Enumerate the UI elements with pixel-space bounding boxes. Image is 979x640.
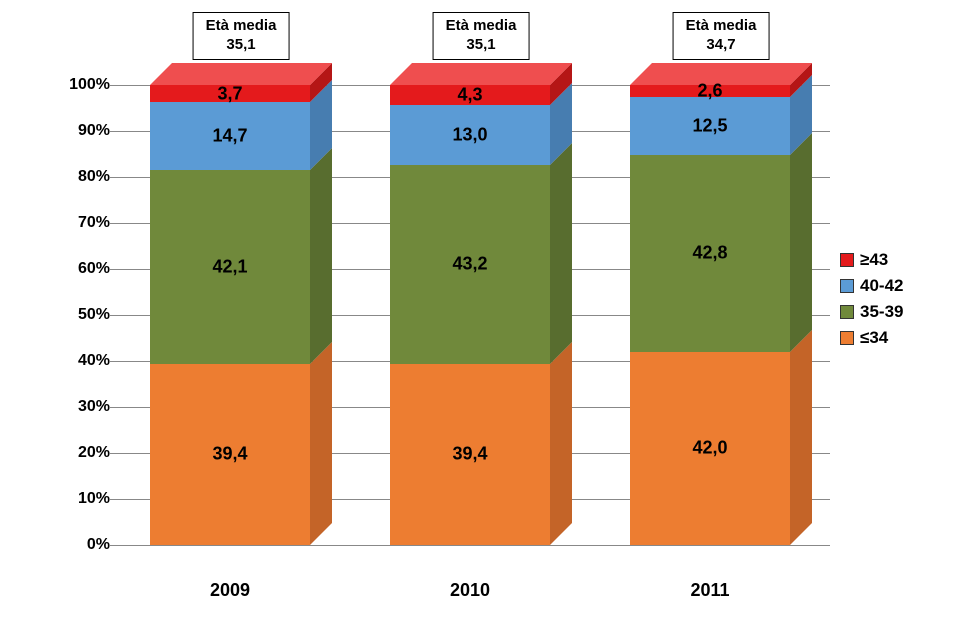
y-tick-label: 90%: [60, 122, 110, 140]
y-tick-label: 60%: [60, 260, 110, 278]
callout-title: Età media: [686, 17, 757, 36]
bar-2010: 39,443,213,04,3: [390, 70, 550, 560]
x-tick-label: 2011: [690, 580, 729, 601]
bar-2009: 39,442,114,73,7: [150, 70, 310, 560]
y-tick-label: 0%: [60, 536, 110, 554]
bar-segment-35-39: 43,2: [390, 165, 550, 364]
x-tick-label: 2009: [210, 580, 250, 601]
y-tick-label: 30%: [60, 398, 110, 416]
legend-item-40-42: 40-42: [840, 276, 950, 296]
y-tick-label: 40%: [60, 352, 110, 370]
legend-swatch: [840, 305, 854, 319]
y-axis: 0% 10% 20% 30% 40% 50% 60% 70% 80% 90% 100%: [60, 70, 110, 560]
chart-container: 0%10%20%30%40%50%60%70%80%90%100% 39,442…: [30, 10, 950, 630]
y-tick-label: 100%: [60, 76, 110, 94]
x-tick-label: 2010: [450, 580, 490, 601]
bar-segment-≤34: 39,4: [150, 364, 310, 545]
callout-2011: Età media34,7: [673, 12, 770, 60]
legend-label: ≤34: [860, 328, 888, 348]
legend-label: 40-42: [860, 276, 903, 296]
legend-swatch: [840, 331, 854, 345]
plot-area: 39,442,114,73,739,443,213,04,342,042,812…: [110, 70, 830, 560]
bar-segment-35-39: 42,8: [630, 155, 790, 352]
callout-title: Età media: [446, 17, 517, 36]
bar-segment-40-42: 12,5: [630, 97, 790, 155]
y-tick-label: 20%: [60, 444, 110, 462]
bar-2011: 42,042,812,52,6: [630, 70, 790, 560]
bar-segment-≥43: 3,7: [150, 85, 310, 102]
callout-value: 35,1: [206, 36, 277, 55]
legend-item-≤34: ≤34: [840, 328, 950, 348]
legend: ≥43 40-42 35-39 ≤34: [840, 250, 950, 354]
callout-value: 35,1: [446, 36, 517, 55]
callout-title: Età media: [206, 17, 277, 36]
legend-item-35-39: 35-39: [840, 302, 950, 322]
callout-2010: Età media35,1: [433, 12, 530, 60]
y-tick-label: 70%: [60, 214, 110, 232]
callout-2009: Età media35,1: [193, 12, 290, 60]
legend-label: ≥43: [860, 250, 888, 270]
y-tick-label: 80%: [60, 168, 110, 186]
bar-segment-≤34: 39,4: [390, 364, 550, 545]
y-tick-label: 10%: [60, 490, 110, 508]
bar-segment-≤34: 42,0: [630, 352, 790, 545]
bar-segment-≥43: 2,6: [630, 85, 790, 97]
legend-swatch: [840, 253, 854, 267]
bar-segment-40-42: 13,0: [390, 105, 550, 165]
legend-label: 35-39: [860, 302, 903, 322]
y-tick-label: 50%: [60, 306, 110, 324]
bar-segment-35-39: 42,1: [150, 170, 310, 364]
legend-swatch: [840, 279, 854, 293]
x-axis: 2009 2010 2011: [110, 580, 830, 620]
legend-item-≥43: ≥43: [840, 250, 950, 270]
bar-segment-≥43: 4,3: [390, 85, 550, 105]
callout-value: 34,7: [686, 36, 757, 55]
bar-segment-40-42: 14,7: [150, 102, 310, 170]
